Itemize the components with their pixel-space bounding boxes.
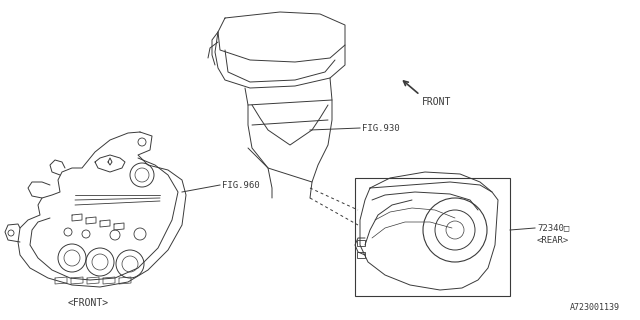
Text: <FRONT>: <FRONT>	[67, 298, 109, 308]
Text: FIG.930: FIG.930	[362, 124, 399, 132]
Text: A723001139: A723001139	[570, 303, 620, 312]
Text: <REAR>: <REAR>	[537, 236, 569, 244]
Bar	[355, 178, 510, 296]
Text: FIG.960: FIG.960	[222, 180, 260, 189]
Text: 72340□: 72340□	[537, 223, 569, 233]
Bar	[357, 240, 365, 246]
Bar	[357, 252, 365, 258]
Text: FRONT: FRONT	[422, 97, 451, 107]
